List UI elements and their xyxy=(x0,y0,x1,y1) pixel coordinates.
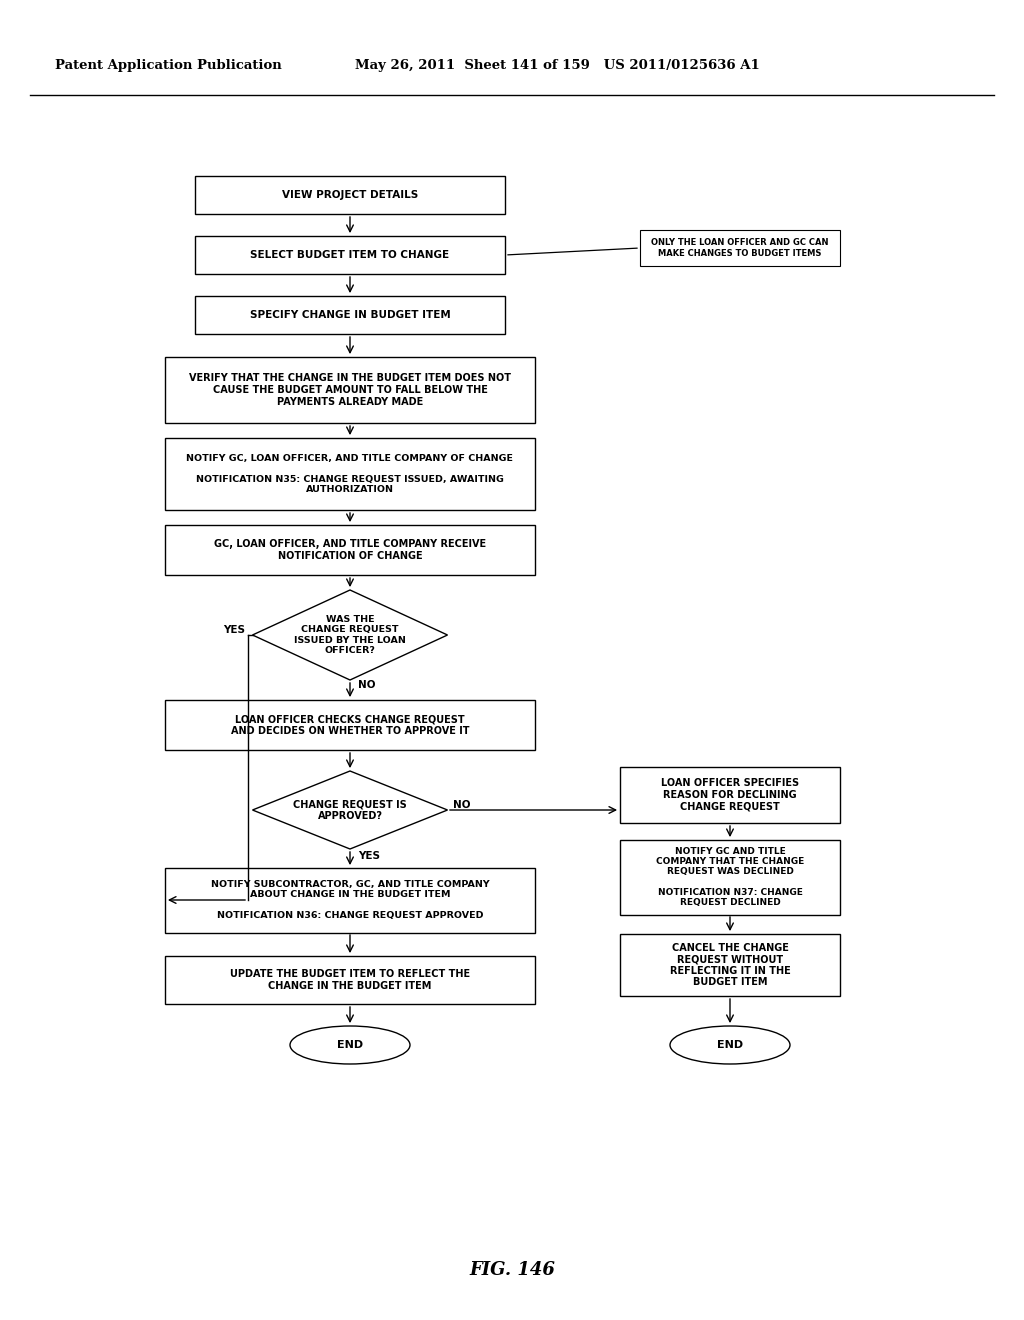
FancyBboxPatch shape xyxy=(165,700,535,750)
Text: NO: NO xyxy=(358,680,376,690)
Text: VIEW PROJECT DETAILS: VIEW PROJECT DETAILS xyxy=(282,190,418,201)
Polygon shape xyxy=(253,590,447,680)
FancyBboxPatch shape xyxy=(165,438,535,510)
FancyBboxPatch shape xyxy=(640,230,840,267)
Text: NOTIFY GC, LOAN OFFICER, AND TITLE COMPANY OF CHANGE

NOTIFICATION N35: CHANGE R: NOTIFY GC, LOAN OFFICER, AND TITLE COMPA… xyxy=(186,454,513,494)
Text: LOAN OFFICER SPECIFIES
REASON FOR DECLINING
CHANGE REQUEST: LOAN OFFICER SPECIFIES REASON FOR DECLIN… xyxy=(660,779,799,812)
Text: FIG. 146: FIG. 146 xyxy=(469,1261,555,1279)
FancyBboxPatch shape xyxy=(620,840,840,915)
Text: LOAN OFFICER CHECKS CHANGE REQUEST
AND DECIDES ON WHETHER TO APPROVE IT: LOAN OFFICER CHECKS CHANGE REQUEST AND D… xyxy=(230,714,469,735)
Text: UPDATE THE BUDGET ITEM TO REFLECT THE
CHANGE IN THE BUDGET ITEM: UPDATE THE BUDGET ITEM TO REFLECT THE CH… xyxy=(230,969,470,991)
Text: CANCEL THE CHANGE
REQUEST WITHOUT
REFLECTING IT IN THE
BUDGET ITEM: CANCEL THE CHANGE REQUEST WITHOUT REFLEC… xyxy=(670,942,791,987)
FancyBboxPatch shape xyxy=(165,867,535,932)
FancyBboxPatch shape xyxy=(195,236,505,275)
Text: VERIFY THAT THE CHANGE IN THE BUDGET ITEM DOES NOT
CAUSE THE BUDGET AMOUNT TO FA: VERIFY THAT THE CHANGE IN THE BUDGET ITE… xyxy=(189,374,511,407)
Text: NO: NO xyxy=(453,800,470,810)
Text: END: END xyxy=(337,1040,364,1049)
Ellipse shape xyxy=(670,1026,790,1064)
FancyBboxPatch shape xyxy=(195,296,505,334)
Polygon shape xyxy=(253,771,447,849)
FancyBboxPatch shape xyxy=(165,356,535,422)
Text: CHANGE REQUEST IS
APPROVED?: CHANGE REQUEST IS APPROVED? xyxy=(293,799,407,821)
Ellipse shape xyxy=(290,1026,410,1064)
Text: YES: YES xyxy=(358,851,380,861)
Text: GC, LOAN OFFICER, AND TITLE COMPANY RECEIVE
NOTIFICATION OF CHANGE: GC, LOAN OFFICER, AND TITLE COMPANY RECE… xyxy=(214,539,486,561)
Text: SELECT BUDGET ITEM TO CHANGE: SELECT BUDGET ITEM TO CHANGE xyxy=(251,249,450,260)
Text: Patent Application Publication: Patent Application Publication xyxy=(55,58,282,71)
Text: SPECIFY CHANGE IN BUDGET ITEM: SPECIFY CHANGE IN BUDGET ITEM xyxy=(250,310,451,319)
Text: END: END xyxy=(717,1040,743,1049)
FancyBboxPatch shape xyxy=(195,176,505,214)
Text: NOTIFY GC AND TITLE
COMPANY THAT THE CHANGE
REQUEST WAS DECLINED

NOTIFICATION N: NOTIFY GC AND TITLE COMPANY THAT THE CHA… xyxy=(656,846,804,908)
Text: ONLY THE LOAN OFFICER AND GC CAN
MAKE CHANGES TO BUDGET ITEMS: ONLY THE LOAN OFFICER AND GC CAN MAKE CH… xyxy=(651,239,828,257)
Text: YES: YES xyxy=(223,624,245,635)
Text: May 26, 2011  Sheet 141 of 159   US 2011/0125636 A1: May 26, 2011 Sheet 141 of 159 US 2011/01… xyxy=(355,58,760,71)
Text: WAS THE
CHANGE REQUEST
ISSUED BY THE LOAN
OFFICER?: WAS THE CHANGE REQUEST ISSUED BY THE LOA… xyxy=(294,615,406,655)
FancyBboxPatch shape xyxy=(165,525,535,576)
FancyBboxPatch shape xyxy=(165,956,535,1005)
FancyBboxPatch shape xyxy=(620,767,840,822)
FancyBboxPatch shape xyxy=(620,935,840,997)
Text: NOTIFY SUBCONTRACTOR, GC, AND TITLE COMPANY
ABOUT CHANGE IN THE BUDGET ITEM

NOT: NOTIFY SUBCONTRACTOR, GC, AND TITLE COMP… xyxy=(211,880,489,920)
